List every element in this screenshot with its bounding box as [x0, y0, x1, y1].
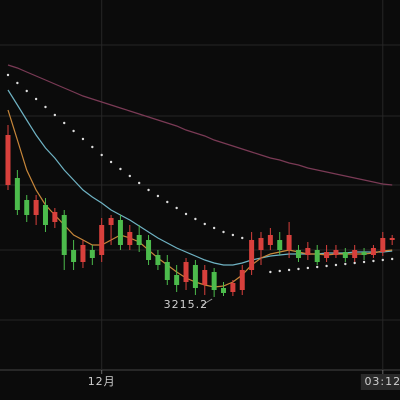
- sar-dot: [175, 206, 178, 210]
- candle-body: [314, 250, 320, 262]
- candle-body: [370, 248, 376, 255]
- candle-body: [155, 255, 161, 265]
- sar-dot: [212, 226, 216, 230]
- sar-dot: [147, 188, 150, 192]
- sar-dot: [334, 263, 338, 267]
- candle-body: [183, 262, 189, 282]
- candle-body: [305, 248, 311, 255]
- sar-dot: [34, 97, 38, 101]
- crosshair-label-box: [360, 374, 400, 390]
- candle-body: [136, 235, 142, 245]
- sar-dot: [156, 194, 160, 198]
- candle-body: [342, 252, 348, 258]
- candle-body: [146, 240, 152, 260]
- sar-dot: [325, 264, 328, 268]
- candle-body: [258, 238, 264, 250]
- sar-dot: [316, 265, 319, 269]
- candle-body: [295, 250, 301, 258]
- candle-body: [108, 218, 114, 225]
- sar-dot: [119, 167, 122, 171]
- sar-dot: [362, 260, 366, 264]
- candle-body: [277, 240, 283, 250]
- x-tick-label: 12月: [88, 375, 116, 388]
- candle-body: [352, 250, 358, 258]
- candle-body: [71, 250, 77, 262]
- candle-body: [221, 288, 227, 293]
- candle-body: [5, 135, 11, 185]
- sar-dot: [390, 257, 394, 261]
- candle-body: [24, 200, 30, 215]
- candle-body: [117, 220, 123, 245]
- candle-body: [230, 283, 236, 292]
- candle-body: [174, 275, 180, 285]
- sar-dot: [128, 174, 132, 178]
- candle-body: [361, 252, 367, 255]
- sar-dot: [222, 230, 225, 234]
- low-label: 3215.2: [164, 298, 209, 311]
- candle-body: [61, 215, 67, 255]
- sar-dot: [137, 181, 141, 185]
- sar-dot: [297, 267, 300, 271]
- sar-dot: [81, 137, 85, 141]
- sar-dot: [6, 73, 10, 77]
- sar-dot: [203, 222, 206, 226]
- low-marker-line: [201, 298, 213, 306]
- candle-body: [267, 235, 273, 245]
- sar-dot: [381, 258, 384, 262]
- sar-dot: [269, 270, 272, 274]
- sar-dot: [91, 145, 94, 149]
- candle-body: [211, 272, 217, 290]
- sar-dot: [72, 129, 75, 133]
- sar-dot: [372, 259, 375, 263]
- candle-body: [249, 240, 255, 270]
- sar-dot: [241, 236, 244, 240]
- candle-body: [164, 262, 170, 280]
- candle-body: [99, 225, 105, 255]
- candle-body: [127, 232, 133, 245]
- sar-dot: [109, 160, 113, 164]
- candle-body: [80, 245, 86, 262]
- candle-body: [380, 238, 386, 252]
- candle-body: [324, 252, 330, 258]
- sar-dot: [194, 217, 197, 221]
- sar-dot: [166, 200, 169, 204]
- candle-body: [192, 265, 198, 288]
- sar-dot: [16, 81, 19, 85]
- sar-dot: [344, 262, 347, 266]
- sar-dot: [306, 266, 310, 270]
- x-tick-label: 03:12: [364, 375, 400, 388]
- candle-body: [333, 250, 339, 255]
- candle-body: [42, 205, 48, 225]
- sar-dot: [231, 233, 235, 237]
- sar-dot: [53, 113, 57, 117]
- moving-average-line: [7, 64, 393, 186]
- sar-dot: [25, 89, 28, 93]
- candle-body: [89, 250, 95, 258]
- candle-body: [286, 235, 292, 250]
- sar-dot: [100, 153, 103, 157]
- candle-body: [33, 200, 39, 215]
- candle-body: [239, 270, 245, 290]
- sar-dot: [353, 261, 356, 265]
- candle-body: [202, 270, 208, 285]
- sar-dot: [44, 105, 47, 109]
- sar-dot: [278, 269, 281, 273]
- sar-dot: [184, 212, 188, 216]
- candle-body: [14, 178, 20, 210]
- sar-dot: [287, 268, 291, 272]
- candle-body: [389, 238, 395, 240]
- candle-body: [52, 212, 58, 222]
- sar-dot: [63, 121, 66, 125]
